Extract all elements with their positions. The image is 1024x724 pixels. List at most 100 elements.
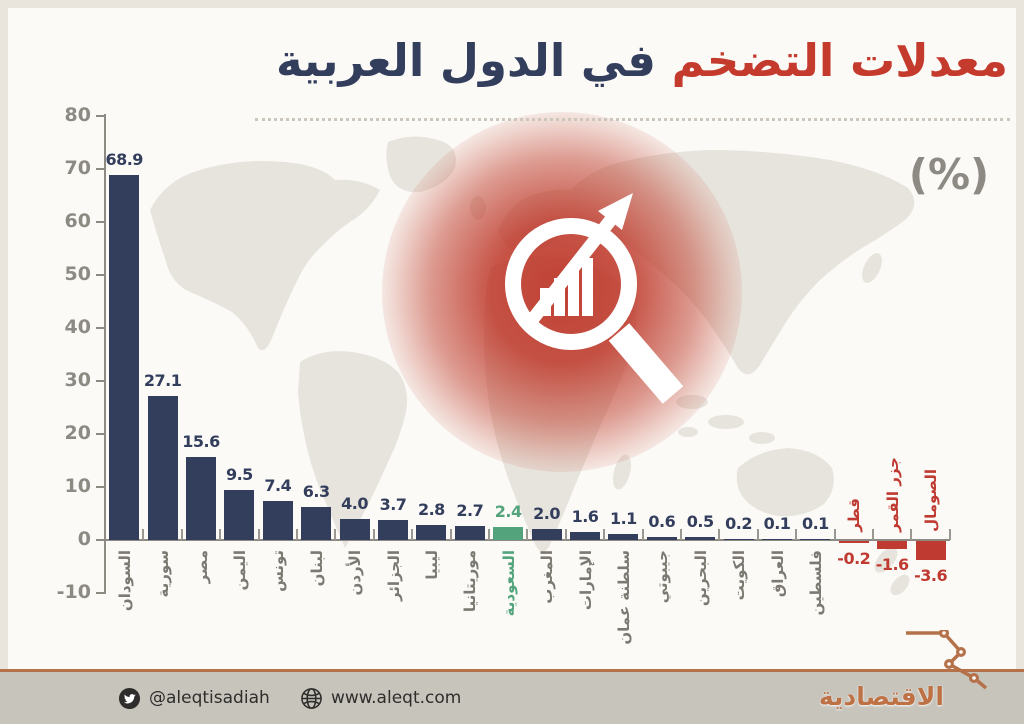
- bar: [493, 527, 524, 540]
- bar-category-label: الجزائر: [384, 550, 403, 602]
- y-axis-tick: [96, 539, 105, 541]
- island-indonesia-4: [678, 427, 698, 437]
- continent-australia: [736, 448, 834, 517]
- bar-value-label: -3.6: [914, 566, 948, 586]
- bar-category-label: الإمارات: [576, 550, 595, 611]
- y-axis-tick-label: 80: [64, 104, 91, 126]
- y-axis-tick-label: 40: [64, 316, 91, 338]
- x-axis-line: [104, 539, 950, 541]
- bar: [877, 541, 908, 550]
- bar-category-label: العراق: [768, 550, 787, 598]
- y-axis-tick-label: -10: [56, 581, 91, 603]
- bar-category-label: البحرين: [691, 550, 710, 607]
- title-separator-dotted-line: [255, 118, 1010, 121]
- bar-value-label: 2.7: [456, 500, 484, 520]
- percent-unit-label: (%): [908, 150, 990, 199]
- bar-category-label: السودان: [115, 550, 134, 612]
- y-axis-tick-label: 70: [64, 157, 91, 179]
- logo-linechart-icon: [906, 630, 988, 690]
- y-axis-tick: [96, 486, 105, 488]
- bar-category-label: جزر القمر: [883, 457, 902, 532]
- x-axis-tick: [411, 529, 414, 540]
- island-new-zealand-2: [890, 574, 910, 596]
- x-axis-tick: [372, 529, 375, 540]
- footer-accent-line: [0, 669, 1024, 672]
- bar: [762, 538, 792, 540]
- chart-bar-2: [554, 278, 565, 316]
- chart-bar-4: [582, 258, 593, 316]
- bar: [416, 525, 447, 540]
- bar-category-label: لبنان: [307, 550, 326, 587]
- x-axis-tick: [488, 529, 490, 540]
- x-axis-tick: [219, 529, 222, 540]
- bar-value-label: -0.2: [837, 548, 871, 568]
- bar: [147, 396, 178, 540]
- bar: [915, 541, 946, 561]
- continent-south-america: [298, 351, 407, 548]
- y-axis-tick-label: 50: [64, 263, 91, 285]
- y-axis-tick: [96, 168, 105, 170]
- y-axis-tick-label: 10: [64, 475, 91, 497]
- bar-category-label: اليمن: [230, 550, 249, 591]
- bar-value-label: 4.0: [341, 493, 369, 513]
- trend-arrow-head: [598, 193, 633, 230]
- bar: [301, 506, 332, 540]
- bar-value-label: 0.2: [725, 513, 753, 533]
- bar-category-label: مصر: [192, 550, 211, 584]
- bar: [570, 531, 600, 540]
- bar-value-label: 27.1: [143, 371, 182, 391]
- y-axis-tick-label: 0: [77, 528, 91, 550]
- bar: [339, 518, 370, 540]
- x-axis-tick: [680, 529, 682, 540]
- bar: [109, 174, 140, 540]
- x-axis-tick: [296, 529, 298, 540]
- chart-bar-1: [540, 288, 551, 316]
- footer-twitter: @aleqtisadiah: [118, 686, 270, 710]
- y-axis-tick: [96, 380, 105, 382]
- x-axis-tick: [718, 529, 721, 540]
- x-axis-tick: [180, 529, 183, 540]
- bar-category-label: السعودية: [499, 550, 518, 617]
- twitter-icon: [118, 687, 141, 709]
- bar-value-label: 1.1: [609, 509, 637, 529]
- title-navy-part: في الدول العربية: [275, 34, 672, 87]
- y-axis-tick: [96, 327, 105, 329]
- bar-category-label: الصومال: [922, 469, 941, 532]
- x-axis-tick: [142, 529, 145, 540]
- bar: [186, 457, 216, 540]
- footer-website: www.aleqt.com: [300, 686, 461, 710]
- bar-value-label: 2.0: [533, 504, 561, 524]
- x-axis-tick: [948, 529, 951, 540]
- x-axis-tick: [910, 529, 913, 540]
- y-axis-tick: [96, 221, 105, 223]
- y-axis-tick: [96, 433, 105, 435]
- bar: [262, 500, 293, 540]
- bar-value-label: 0.5: [686, 512, 714, 532]
- x-axis-tick: [872, 529, 874, 540]
- x-axis-tick: [603, 529, 606, 540]
- bar: [224, 489, 255, 540]
- y-axis-tick-label: 60: [64, 210, 91, 232]
- bar-value-label: 0.1: [763, 513, 791, 533]
- twitter-handle: @aleqtisadiah: [149, 688, 270, 708]
- chart-bar-3: [568, 268, 579, 316]
- magnifier-growth-icon: [505, 193, 684, 404]
- bar: [646, 536, 677, 540]
- bar: [378, 520, 408, 540]
- aleqtisadiah-logo: الاقتصادية: [818, 682, 944, 711]
- x-axis-tick: [257, 529, 260, 540]
- bar-category-label: الأردن: [346, 550, 365, 596]
- y-axis-tick: [96, 274, 105, 276]
- bar-value-label: -1.6: [875, 555, 909, 575]
- bar-value-label: 9.5: [225, 464, 253, 484]
- magnifier-handle: [608, 323, 684, 404]
- bar-value-label: 2.8: [417, 500, 445, 520]
- x-axis-tick: [564, 529, 567, 540]
- bar: [685, 537, 716, 540]
- continent-north-america: [150, 161, 380, 351]
- bar-value-label: 3.7: [379, 495, 407, 515]
- website-url: www.aleqt.com: [331, 688, 462, 708]
- x-axis-tick: [449, 529, 452, 540]
- y-axis-line: [104, 114, 106, 594]
